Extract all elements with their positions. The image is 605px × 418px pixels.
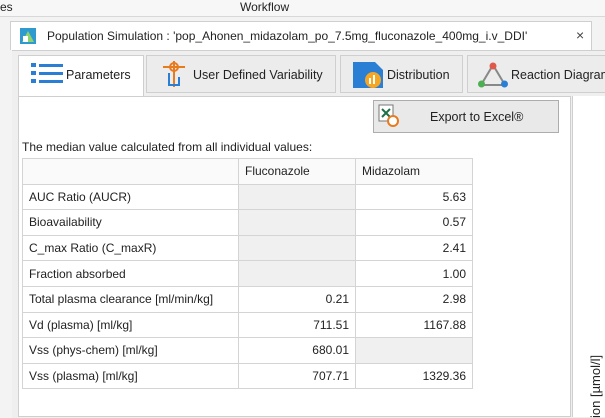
table-cell: Fraction absorbed [22,260,239,287]
table-row: Vss (plasma) [ml/kg] 707.71 1329.36 [22,362,473,390]
menu-item[interactable]: Workflow [240,0,290,14]
header-cell: Fluconazole [238,158,356,185]
table-row: Vd (plasma) [ml/kg] 711.51 1167.88 [22,311,473,339]
table-cell: 0.21 [238,285,356,313]
tab-label: Distribution [387,68,450,82]
table-cell: 0.57 [355,209,473,236]
tab-label: Parameters [66,68,131,82]
tab[interactable]: Parameters [18,55,144,97]
table-cell: 5.63 [355,183,473,211]
button-icon [378,104,399,127]
table-cell: Bioavailability [22,209,239,236]
tab-icon [163,61,185,87]
table-row: Fraction absorbed 1.00 [22,260,473,287]
tab[interactable]: User Defined Variability [146,55,336,93]
results-table: Fluconazole Midazolam AUC Ratio (AUCR) 5.63… [22,158,473,390]
table-row: Fluconazole Midazolam [22,158,473,185]
table-cell [238,260,356,287]
tab[interactable]: Reaction Diagram [467,55,605,93]
table-cell: Vd (plasma) [ml/kg] [22,311,239,339]
table-cell: 680.01 [238,337,356,364]
table-row: C_max Ratio (C_maxR) 2.41 [22,234,473,262]
header-cell [22,158,239,185]
tab-icon [31,63,63,83]
tab-icon [20,28,36,44]
table-cell: Vss (plasma) [ml/kg] [22,362,239,390]
button-label: Export to Excel® [430,110,524,124]
table-cell: AUC Ratio (AUCR) [22,183,239,211]
tab[interactable]: Distribution [340,55,463,93]
table-cell [355,337,473,364]
table-cell [238,183,356,211]
table-cell: C_max Ratio (C_maxR) [22,234,239,262]
table-row: Bioavailability 0.57 [22,209,473,236]
close-button[interactable]: × [576,27,585,43]
table-cell: Total plasma clearance [ml/min/kg] [22,285,239,313]
document-tab[interactable]: Population Simulation : 'pop_Ahonen_mida… [10,21,592,50]
header-cell: Midazolam [355,158,473,185]
tab-label: Reaction Diagram [511,68,605,82]
table-cell [238,234,356,262]
table-cell: Vss (phys-chem) [ml/kg] [22,337,239,364]
menu-bar: es Workflow [0,0,605,17]
caption: The median value calculated from all ind… [22,140,313,154]
table-cell: 2.98 [355,285,473,313]
tab-label: User Defined Variability [193,68,323,82]
menu-item[interactable]: es [0,0,13,14]
table-row: Total plasma clearance [ml/min/kg] 0.21 2.… [22,285,473,313]
table-row: AUC Ratio (AUCR) 5.63 [22,183,473,211]
tab-icon [478,62,508,88]
tab-title: Population Simulation : 'pop_Ahonen_mida… [47,29,528,43]
axis-label: ion [µmol/l] [588,354,603,418]
table-cell [238,209,356,236]
table-cell: 707.71 [238,362,356,390]
chart-area [572,96,605,417]
table-cell: 1329.36 [355,362,473,390]
table-cell: 1.00 [355,260,473,287]
table-cell: 2.41 [355,234,473,262]
table-cell: 711.51 [238,311,356,339]
export-button[interactable]: Export to Excel® [373,100,559,133]
table-row: Vss (phys-chem) [ml/kg] 680.01 [22,337,473,364]
tab-icon [353,62,383,88]
table-cell: 1167.88 [355,311,473,339]
